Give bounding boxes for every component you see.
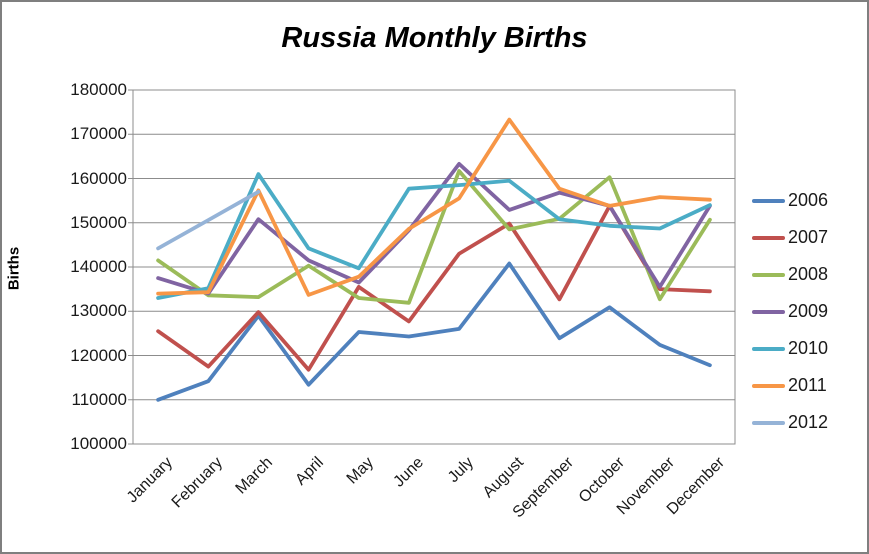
y-tick-label: 100000 [70,434,127,453]
legend-swatch-2008 [752,272,785,277]
series-line-2012 [156,189,261,251]
legend: 2006 2007 2008 2009 2010 2011 2012 [752,182,864,441]
legend-label: 2006 [788,190,829,210]
y-tick-label: 180000 [70,80,127,99]
y-tick-label: 170000 [70,124,127,144]
series-line-2011 [156,117,712,297]
series-line-2006 [156,261,712,402]
legend-label: 2012 [788,412,829,432]
y-tick-label: 110000 [71,389,127,409]
legend-label: 2010 [788,338,829,358]
legend-item-2010: 2010 [752,330,864,367]
legend-swatch-2006 [752,198,785,203]
legend-label: 2011 [788,375,827,395]
series-line-2008 [156,169,712,305]
plot-border [132,89,736,445]
y-tick-label: 130000 [70,301,127,321]
y-tick-label: 140000 [70,257,127,276]
legend-swatch-2007 [752,235,785,240]
y-tick-label: 120000 [70,345,127,365]
legend-swatch-2012 [752,420,785,425]
legend-label: 2007 [788,227,829,247]
series-line-2007 [156,203,712,372]
legend-item-2008: 2008 [752,256,864,293]
legend-swatch-2011 [752,383,785,388]
legend-swatch-2010 [752,346,785,351]
legend-item-2009: 2009 [752,293,864,330]
legend-item-2011: 2011 [752,367,864,404]
legend-label: 2008 [788,264,829,284]
legend-label: 2009 [788,301,829,321]
y-tick-label: 160000 [70,168,127,188]
y-tick-label: 150000 [70,212,127,232]
legend-swatch-2009 [752,309,785,314]
legend-item-2012: 2012 [752,404,864,441]
series-line-2010 [156,172,712,300]
series-line-2009 [156,161,712,296]
chart-title: Russia Monthly Births [281,22,588,54]
legend-item-2007: 2007 [752,219,864,256]
legend-item-2006: 2006 [752,182,864,219]
